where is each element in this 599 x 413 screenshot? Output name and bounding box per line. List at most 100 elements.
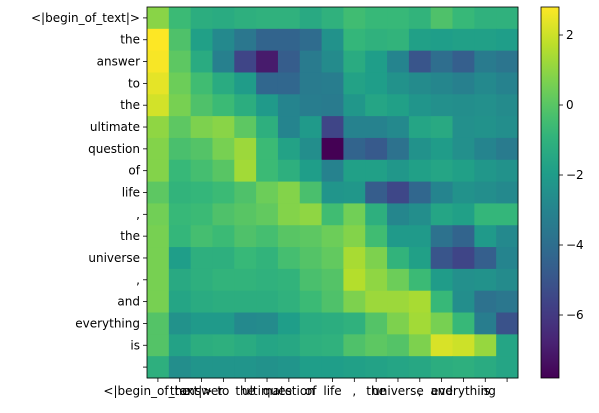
heatmap-cell [147,181,170,204]
heatmap-cell [387,247,410,270]
heatmap-cell [474,137,497,161]
heatmap-cell [343,50,366,73]
y-axis: <|begin_of_text|>the answer to the ultim… [31,11,147,368]
heatmap-cell [234,181,257,204]
heatmap-cell [474,116,497,139]
heatmap-cell [496,334,519,357]
heatmap-cell [234,94,257,117]
heatmap-cell [277,72,301,95]
y-tick-label: the [120,98,140,112]
x-tick-label: question [263,384,315,398]
heatmap-cell [147,225,170,248]
heatmap-cell [343,7,366,30]
heatmap-cell [299,137,323,161]
heatmap-cell [168,159,192,183]
heatmap-cell [365,312,388,335]
heatmap-cell [408,181,432,204]
heatmap-cell [168,94,192,117]
heatmap-cell [299,94,323,117]
heatmap-cell [387,72,410,95]
heatmap-cell [299,247,323,270]
heatmap-cell [190,50,213,73]
heatmap-cell [256,28,279,52]
heatmap-cell [277,312,301,335]
heatmap-cell [343,290,366,314]
heatmap-cell [452,312,475,335]
y-tick-label: and [117,295,140,309]
heatmap-cell [496,247,519,270]
heatmap-cell [452,116,475,139]
heatmap-cell [190,7,213,30]
heatmap-cell [212,181,235,204]
x-tick-label: the [170,384,190,398]
heatmap-cell [190,28,213,52]
heatmap-cell [430,268,454,292]
heatmap-cell [452,356,475,379]
heatmap-cell [496,137,519,161]
heatmap-cell [299,203,323,226]
heatmap-cell [452,181,475,204]
heatmap-cell [147,159,170,183]
heatmap-cell [168,356,192,379]
heatmap-cell [299,72,323,95]
heatmap-cell [234,137,257,161]
heatmap-cell [452,247,475,270]
heatmap-cell [299,50,323,73]
heatmap-cell [321,225,344,248]
heatmap-cell [299,225,323,248]
heatmap-cell [408,116,432,139]
heatmap-cell [277,137,301,161]
heatmap-cell [343,312,366,335]
heatmap-cell [496,7,519,30]
heatmap-cell [234,312,257,335]
heatmap-cell [168,181,192,204]
heatmap-cell [408,203,432,226]
heatmap-cell [168,72,192,95]
heatmap-cell [343,334,366,357]
heatmap-cell [496,94,519,117]
heatmap-cell [321,290,344,314]
heatmap-cell [496,159,519,183]
heatmap-cell [365,203,388,226]
heatmap-cell [256,137,279,161]
heatmap-cell [234,50,257,73]
y-tick-label: <|begin_of_text|> [31,11,140,25]
heatmap-cell [365,290,388,314]
heatmap-cell [277,334,301,357]
heatmap-cell [430,72,454,95]
heatmap-cell [299,159,323,183]
heatmap-cell [212,356,235,379]
heatmap-cell [408,356,432,379]
heatmap-cell [212,159,235,183]
heatmap-cell [365,94,388,117]
heatmap-cell [365,334,388,357]
heatmap-cell [343,94,366,117]
heatmap-cell [147,28,170,52]
heatmap-cell [234,225,257,248]
heatmap-cell [147,268,170,292]
colorbar-tick-label: −2 [566,168,584,182]
heatmap-cell [408,50,432,73]
heatmap-cell [452,72,475,95]
heatmap-cell [277,247,301,270]
heatmap-cell [452,203,475,226]
y-tick-label: life [122,186,140,200]
heatmap-cell [343,181,366,204]
heatmap-cell [343,137,366,161]
heatmap-cell [496,28,519,52]
heatmap-cell [430,116,454,139]
heatmap-cell [277,7,301,30]
heatmap-cell [299,356,323,379]
heatmap-cell [321,137,344,161]
heatmap-cell [256,334,279,357]
heatmap-cell [256,116,279,139]
heatmap-cell [321,203,344,226]
heatmap-cell [387,94,410,117]
heatmap-cell [430,181,454,204]
heatmap-cell [321,312,344,335]
heatmap-cell [430,247,454,270]
heatmap-cell [365,247,388,270]
heatmap-cell [474,247,497,270]
heatmap-cell [277,203,301,226]
